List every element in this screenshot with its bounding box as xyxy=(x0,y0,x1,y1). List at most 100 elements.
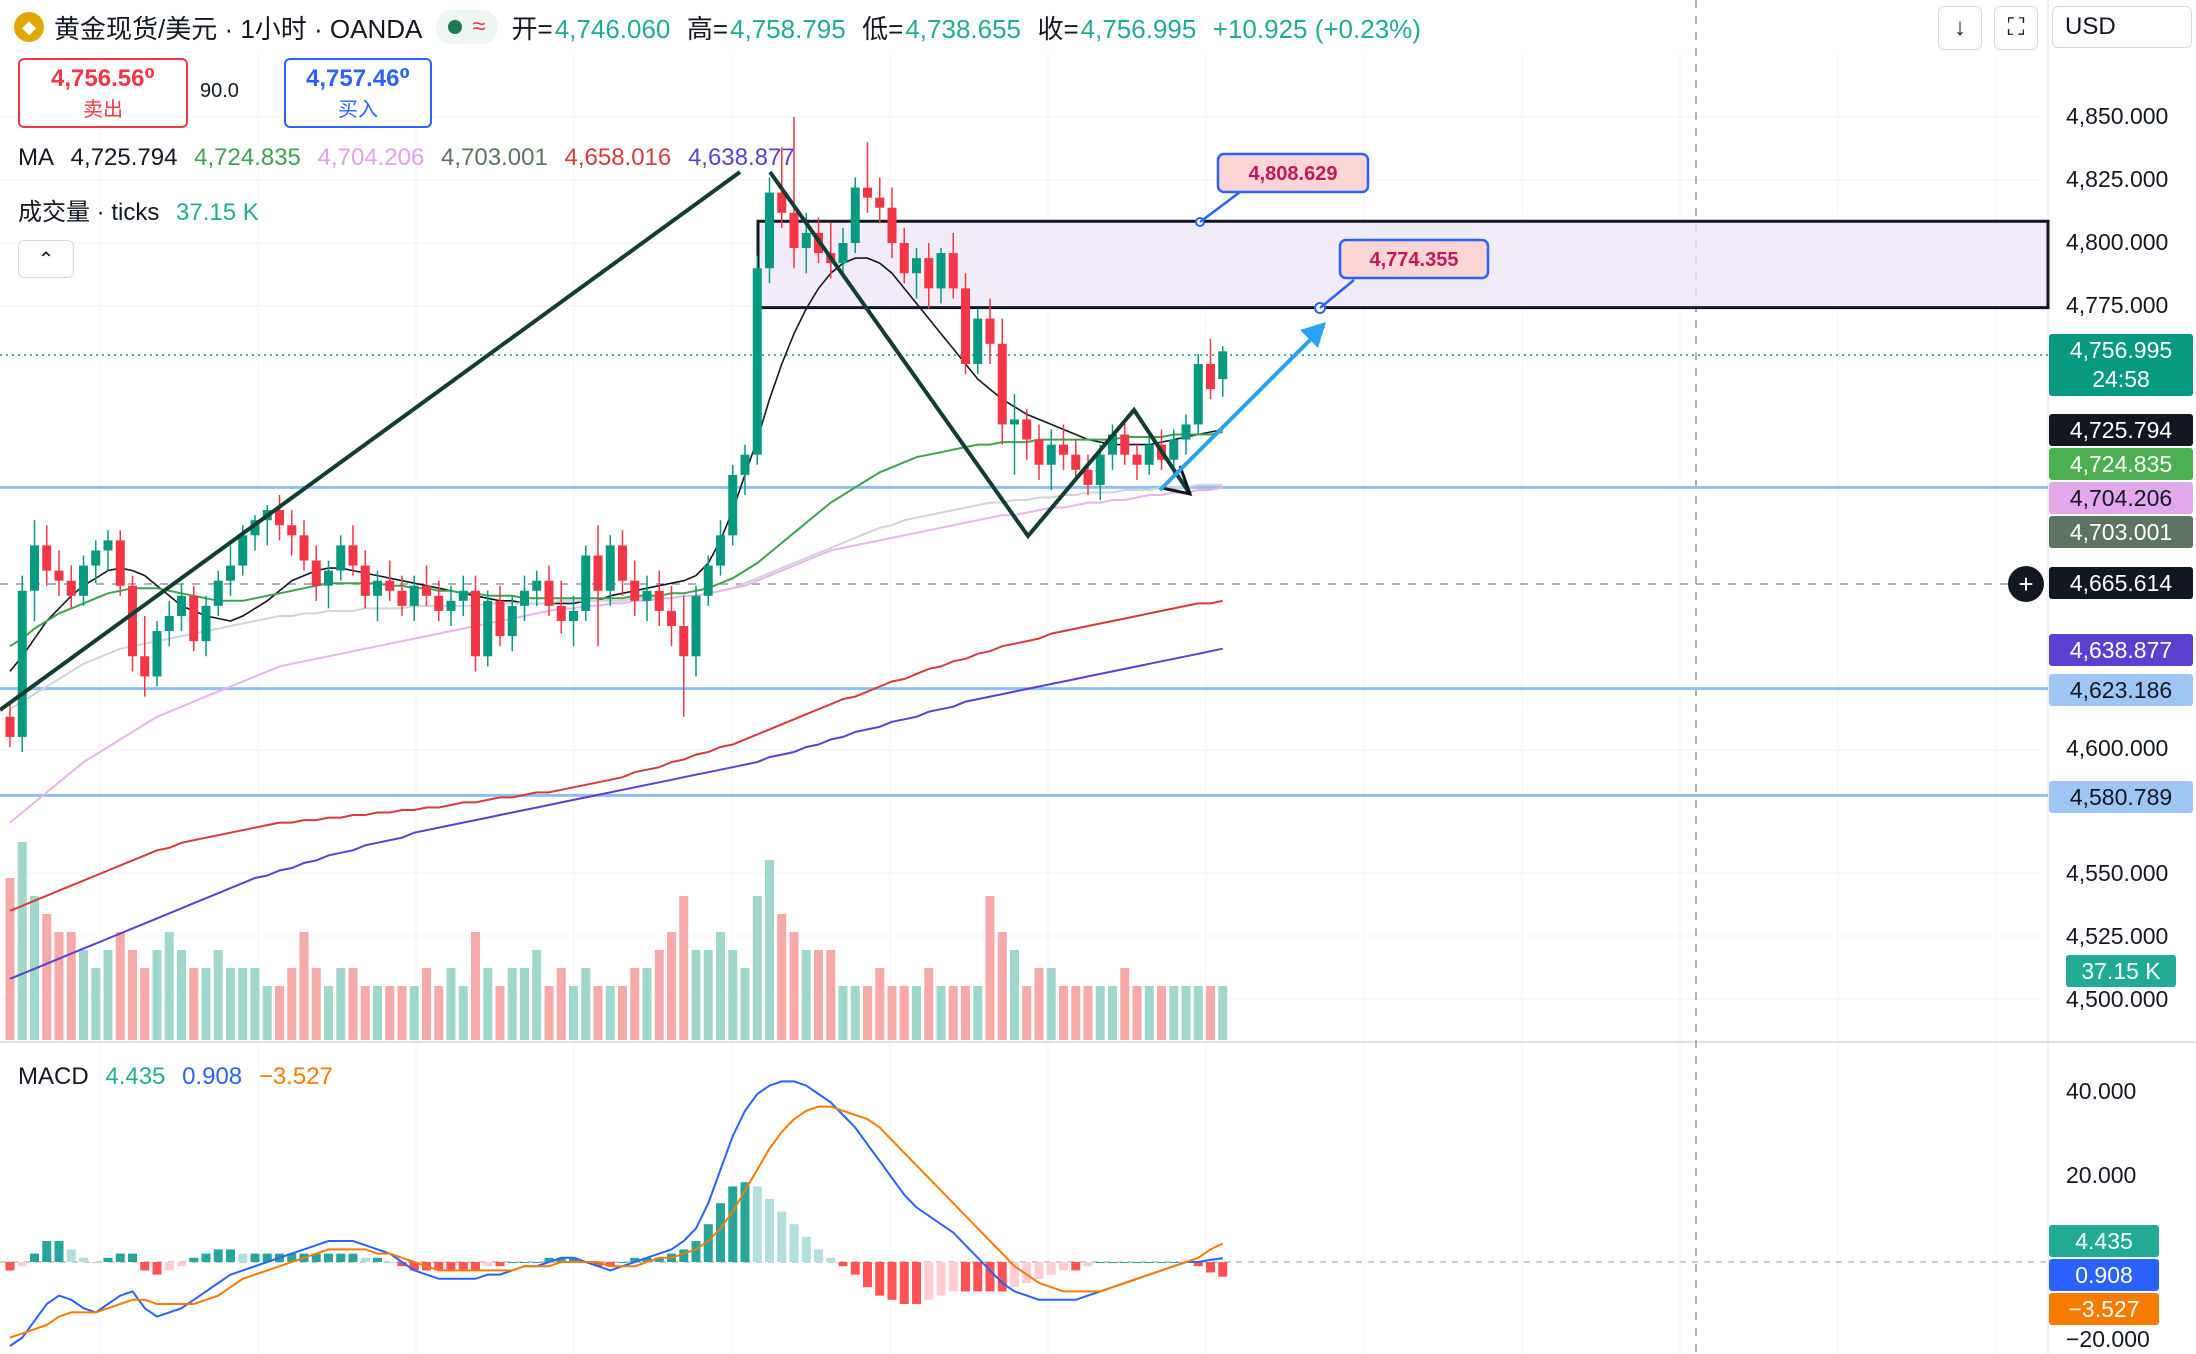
macd-histogram-bar xyxy=(973,1262,983,1292)
macd-histogram-bar xyxy=(54,1241,64,1262)
macd-histogram-bar xyxy=(618,1262,627,1263)
macd-histogram-bar xyxy=(1120,1262,1130,1263)
candle xyxy=(691,585,701,677)
candle xyxy=(5,701,15,747)
ma-legend[interactable]: MA 4,725.794 4,724.835 4,704.206 4,703.0… xyxy=(18,144,805,172)
candle xyxy=(520,575,529,621)
spread-value: 90.0 xyxy=(200,80,239,102)
candle xyxy=(899,227,909,284)
candle xyxy=(422,565,431,606)
ma-value-5: 4,658.016 xyxy=(564,144,672,171)
candle-body xyxy=(471,590,480,657)
target-arrowhead xyxy=(1300,322,1326,348)
candle-body xyxy=(887,207,897,243)
ma-value-6: 4,638.877 xyxy=(687,144,795,171)
candle-body xyxy=(1132,454,1142,465)
fullscreen-icon[interactable]: ⛶ xyxy=(1994,6,2038,50)
volume-bar xyxy=(532,950,542,1040)
hist-tag: −3.527 xyxy=(2049,1293,2159,1325)
macd-histogram-bar xyxy=(544,1257,554,1262)
macd-histogram-bar xyxy=(924,1262,934,1300)
candle-body xyxy=(42,545,52,571)
volume-bar xyxy=(66,932,76,1040)
macd-histogram-bar xyxy=(875,1262,885,1296)
candle xyxy=(275,495,284,541)
macd-histogram-bar xyxy=(189,1257,199,1262)
candle xyxy=(360,550,370,609)
trend-drawings[interactable]: 4,808.629 4,774.355 xyxy=(0,152,1490,712)
volume-bar xyxy=(103,950,113,1040)
volume-bar xyxy=(887,986,897,1040)
macd-histogram-bar xyxy=(336,1253,346,1262)
macd-histogram-bar xyxy=(961,1262,970,1292)
candle xyxy=(765,177,774,284)
volume-bar xyxy=(262,986,272,1040)
candle xyxy=(128,575,137,672)
macd-histogram-bar xyxy=(777,1211,787,1262)
candle-body xyxy=(1010,419,1019,425)
volume-bar xyxy=(1046,968,1056,1040)
add-plus-icon[interactable]: + xyxy=(2008,566,2044,602)
candle xyxy=(838,227,848,279)
buy-button[interactable]: 4,757.46⁰ 买入 xyxy=(284,58,432,128)
volume-tag: 37.15 K xyxy=(2066,955,2176,987)
download-icon[interactable]: ↓ xyxy=(1938,6,1982,50)
candle-body xyxy=(177,595,186,616)
candle-body xyxy=(863,187,872,198)
candle xyxy=(924,243,934,309)
macd-histogram-bar xyxy=(703,1224,713,1262)
volume-bar xyxy=(164,932,174,1040)
ma3-tag: 4,704.206 xyxy=(2049,482,2193,514)
candle-body xyxy=(679,626,689,657)
volume-bar xyxy=(765,860,774,1040)
macd-histogram-bar xyxy=(569,1257,578,1262)
volume-bar xyxy=(446,968,456,1040)
collapse-legend-button[interactable]: ⌃ xyxy=(18,240,74,278)
candle-body xyxy=(54,570,64,581)
ma1-tag: 4,725.794 xyxy=(2049,414,2193,446)
macd-histogram-bar xyxy=(177,1262,186,1267)
macd-histogram-bar xyxy=(1059,1262,1068,1271)
candle-body xyxy=(875,197,885,208)
candle-body xyxy=(1022,419,1032,440)
macd-legend[interactable]: MACD 4.435 0.908 −3.527 xyxy=(18,1063,343,1091)
market-status-pill[interactable]: ≈ xyxy=(436,10,498,44)
candle-body xyxy=(1218,351,1228,380)
candle xyxy=(483,590,493,667)
market-open-dot-icon xyxy=(448,20,463,34)
candle-body xyxy=(569,610,578,621)
macd-histogram-bar xyxy=(483,1262,493,1267)
candle xyxy=(140,615,150,697)
candle-body xyxy=(507,605,517,637)
ma2-tag: 4,724.835 xyxy=(2049,448,2193,480)
price-axis-label: 4,550.000 xyxy=(2066,860,2169,886)
currency-select[interactable]: USD xyxy=(2052,6,2192,48)
macd-histogram-bar xyxy=(458,1262,468,1271)
candle xyxy=(1022,409,1032,460)
candle xyxy=(458,575,468,616)
candle-body xyxy=(1120,434,1130,455)
candle xyxy=(287,510,297,556)
candle xyxy=(605,535,615,606)
candle-body xyxy=(128,585,137,657)
ma-value-4: 4,703.001 xyxy=(441,144,548,171)
sell-button[interactable]: 4,756.56⁰ 卖出 xyxy=(18,58,188,128)
candle-body xyxy=(385,580,395,591)
volume-bar xyxy=(115,932,125,1040)
volume-legend[interactable]: 成交量 · ticks 37.15 K xyxy=(18,192,269,227)
price-axis-label: 4,500.000 xyxy=(2066,986,2169,1012)
candle xyxy=(1071,439,1081,480)
price-callout-text: 4,774.355 xyxy=(1370,249,1459,271)
macd-histogram-bar xyxy=(850,1262,860,1275)
volume-bar xyxy=(520,968,529,1040)
symbol-title[interactable]: 黄金现货/美元 · 1小时 · OANDA xyxy=(54,13,423,44)
candle-body xyxy=(17,590,27,737)
last-price-tag: 4,756.995 24:58 xyxy=(2049,334,2193,396)
volume-bar xyxy=(985,896,995,1040)
volume-bar xyxy=(728,950,738,1040)
macd-histogram-bar xyxy=(287,1253,297,1262)
volume-bar xyxy=(422,968,431,1040)
volume-bar xyxy=(483,968,493,1040)
candle xyxy=(985,298,995,364)
